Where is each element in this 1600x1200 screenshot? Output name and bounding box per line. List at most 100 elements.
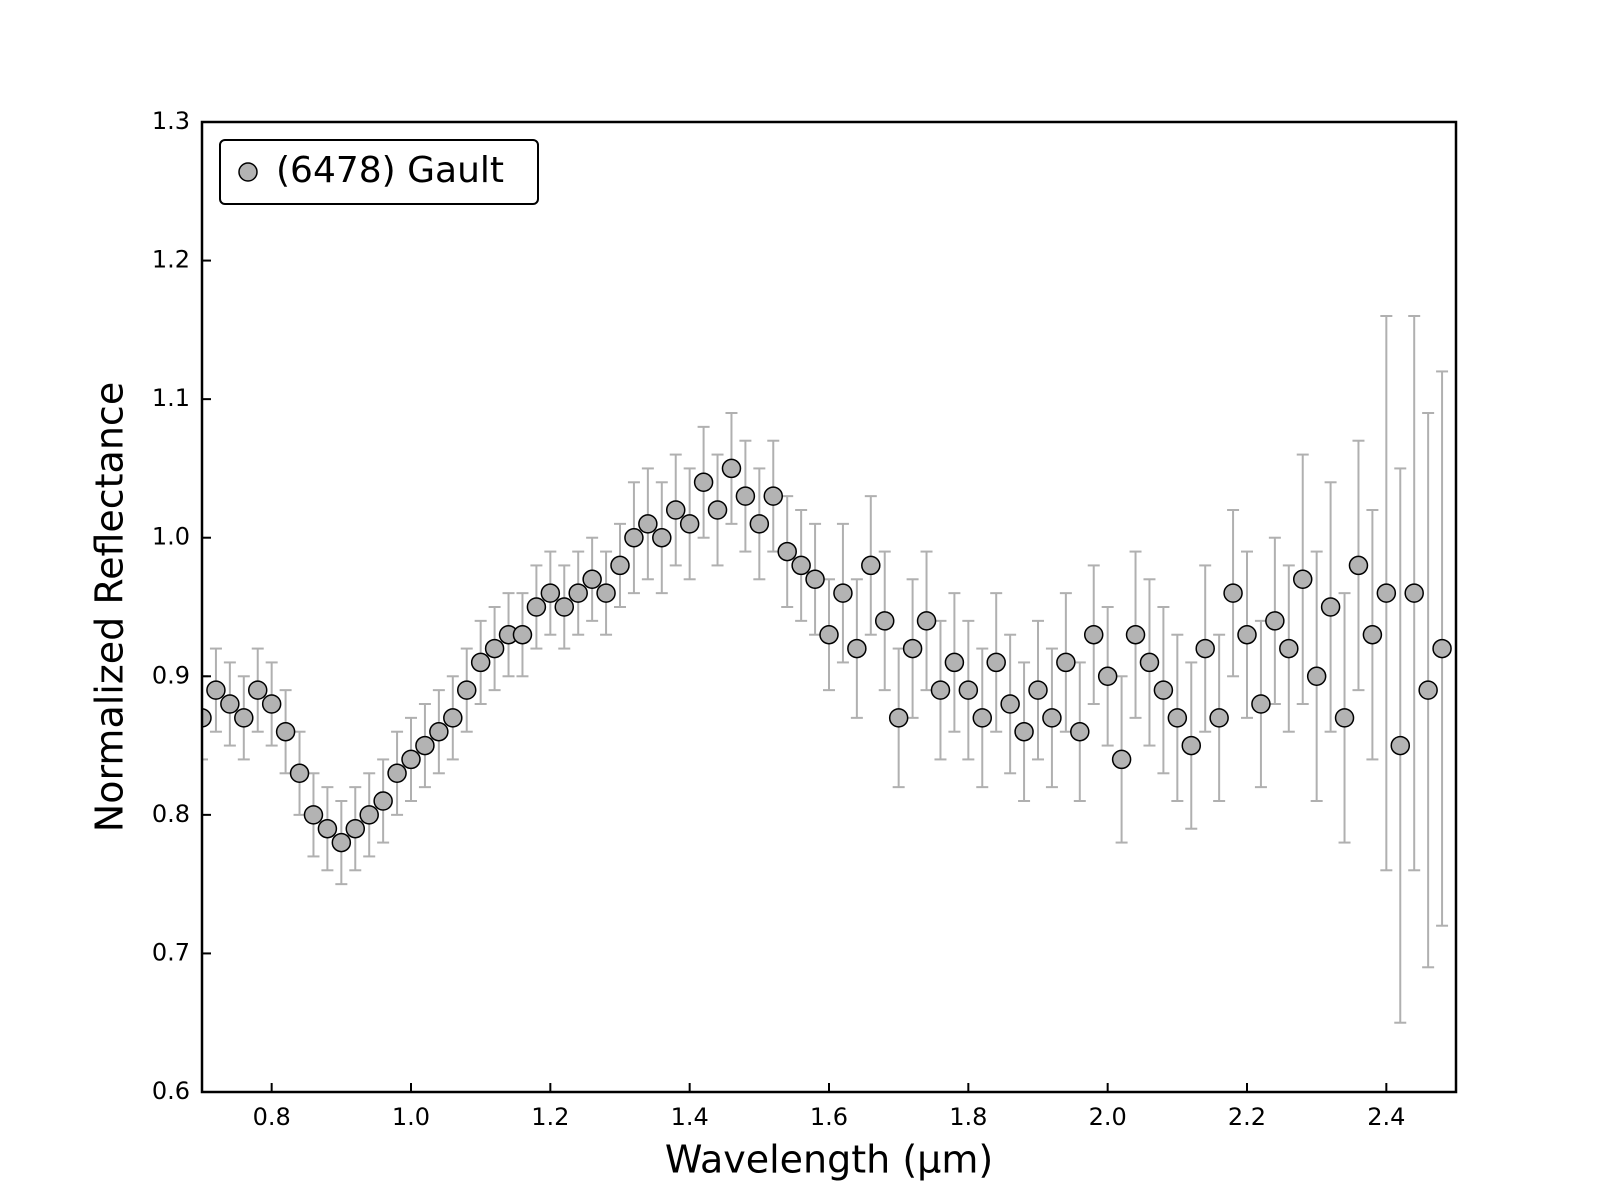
data-point xyxy=(1265,611,1285,631)
data-point xyxy=(721,458,742,479)
data-point xyxy=(582,569,602,590)
data-point xyxy=(777,541,797,562)
data-point xyxy=(373,791,393,811)
data-point xyxy=(847,638,867,659)
y-tick-label: 0.8 xyxy=(152,800,190,828)
data-point xyxy=(1083,624,1104,645)
data-point xyxy=(610,555,630,576)
data-point xyxy=(456,680,477,700)
data-point xyxy=(1251,694,1271,714)
data-point xyxy=(1195,638,1215,659)
data-point xyxy=(735,486,756,506)
data-point xyxy=(275,721,296,742)
data-point xyxy=(1167,708,1188,728)
data-point xyxy=(470,652,491,673)
data-point xyxy=(345,818,366,839)
data-point xyxy=(1056,652,1076,673)
data-point xyxy=(986,652,1006,673)
data-point xyxy=(554,597,575,617)
data-point xyxy=(484,638,505,659)
data-point xyxy=(1223,583,1243,603)
data-point xyxy=(1139,652,1160,673)
data-point xyxy=(1432,638,1452,659)
data-point xyxy=(638,514,658,534)
data-point xyxy=(247,680,268,700)
data-point xyxy=(1097,666,1118,687)
data-point xyxy=(1014,721,1034,742)
data-point xyxy=(387,763,407,784)
data-point xyxy=(930,680,951,700)
data-point xyxy=(1153,680,1174,700)
x-tick-label: 0.8 xyxy=(253,1103,291,1131)
data-point xyxy=(596,583,616,603)
data-point xyxy=(972,708,993,728)
x-axis-label: Wavelength (μm) xyxy=(665,1138,993,1182)
data-point xyxy=(833,583,853,603)
x-tick-label: 2.4 xyxy=(1367,1103,1405,1131)
data-point xyxy=(665,500,686,520)
y-tick-label: 0.6 xyxy=(152,1077,190,1105)
y-tick-label: 1.1 xyxy=(152,384,190,412)
x-tick-label: 1.0 xyxy=(392,1103,430,1131)
data-point xyxy=(289,763,310,784)
x-tick-label: 2.2 xyxy=(1228,1103,1266,1131)
legend-label: (6478) Gault xyxy=(276,150,504,191)
data-point xyxy=(1320,597,1341,617)
data-point xyxy=(1279,638,1299,659)
data-point xyxy=(359,805,379,825)
data-point xyxy=(512,624,533,645)
data-point xyxy=(1306,666,1327,687)
legend-marker xyxy=(238,162,258,182)
data-point xyxy=(749,514,770,534)
data-point xyxy=(958,680,979,700)
data-point xyxy=(331,832,352,853)
data-point xyxy=(1000,694,1020,714)
data-point xyxy=(679,514,700,534)
data-point xyxy=(234,708,254,728)
data-point xyxy=(1334,708,1355,728)
legend-box xyxy=(219,139,539,205)
data-point xyxy=(220,694,240,714)
data-point xyxy=(1181,735,1202,756)
x-tick-label: 1.2 xyxy=(531,1103,569,1131)
plot-area xyxy=(202,315,1452,1024)
y-tick-label: 0.9 xyxy=(152,661,190,689)
data-point xyxy=(261,694,282,714)
data-point xyxy=(888,708,909,728)
data-point xyxy=(1362,624,1383,645)
y-tick-label: 1.0 xyxy=(152,523,190,551)
data-point xyxy=(443,708,463,728)
data-point xyxy=(902,638,923,659)
data-point xyxy=(317,818,338,839)
data-point xyxy=(1418,680,1438,700)
y-tick-label: 1.2 xyxy=(152,246,190,274)
data-point xyxy=(1209,708,1229,728)
data-point xyxy=(415,735,435,756)
x-tick-label: 2.0 xyxy=(1089,1103,1127,1131)
data-point xyxy=(1348,555,1369,576)
data-point xyxy=(624,527,644,548)
data-point xyxy=(1376,583,1397,603)
data-point xyxy=(568,583,588,603)
x-tick-label: 1.8 xyxy=(949,1103,987,1131)
x-tick-label: 1.4 xyxy=(671,1103,709,1131)
data-point xyxy=(707,500,728,520)
data-point xyxy=(1042,708,1062,728)
data-point xyxy=(944,652,965,673)
data-point xyxy=(303,805,324,825)
data-point xyxy=(693,472,714,493)
x-tick-label: 1.6 xyxy=(810,1103,848,1131)
data-point xyxy=(540,583,561,603)
y-axis-label: Normalized Reflectance xyxy=(88,382,132,832)
data-point xyxy=(1292,569,1313,590)
data-point xyxy=(791,555,811,576)
data-point xyxy=(874,611,895,631)
data-point xyxy=(401,749,421,770)
data-point xyxy=(1111,749,1132,770)
data-point xyxy=(429,721,449,742)
data-point xyxy=(202,708,212,728)
data-point xyxy=(526,597,547,617)
y-tick-label: 0.7 xyxy=(152,938,190,966)
data-point xyxy=(1028,680,1048,700)
